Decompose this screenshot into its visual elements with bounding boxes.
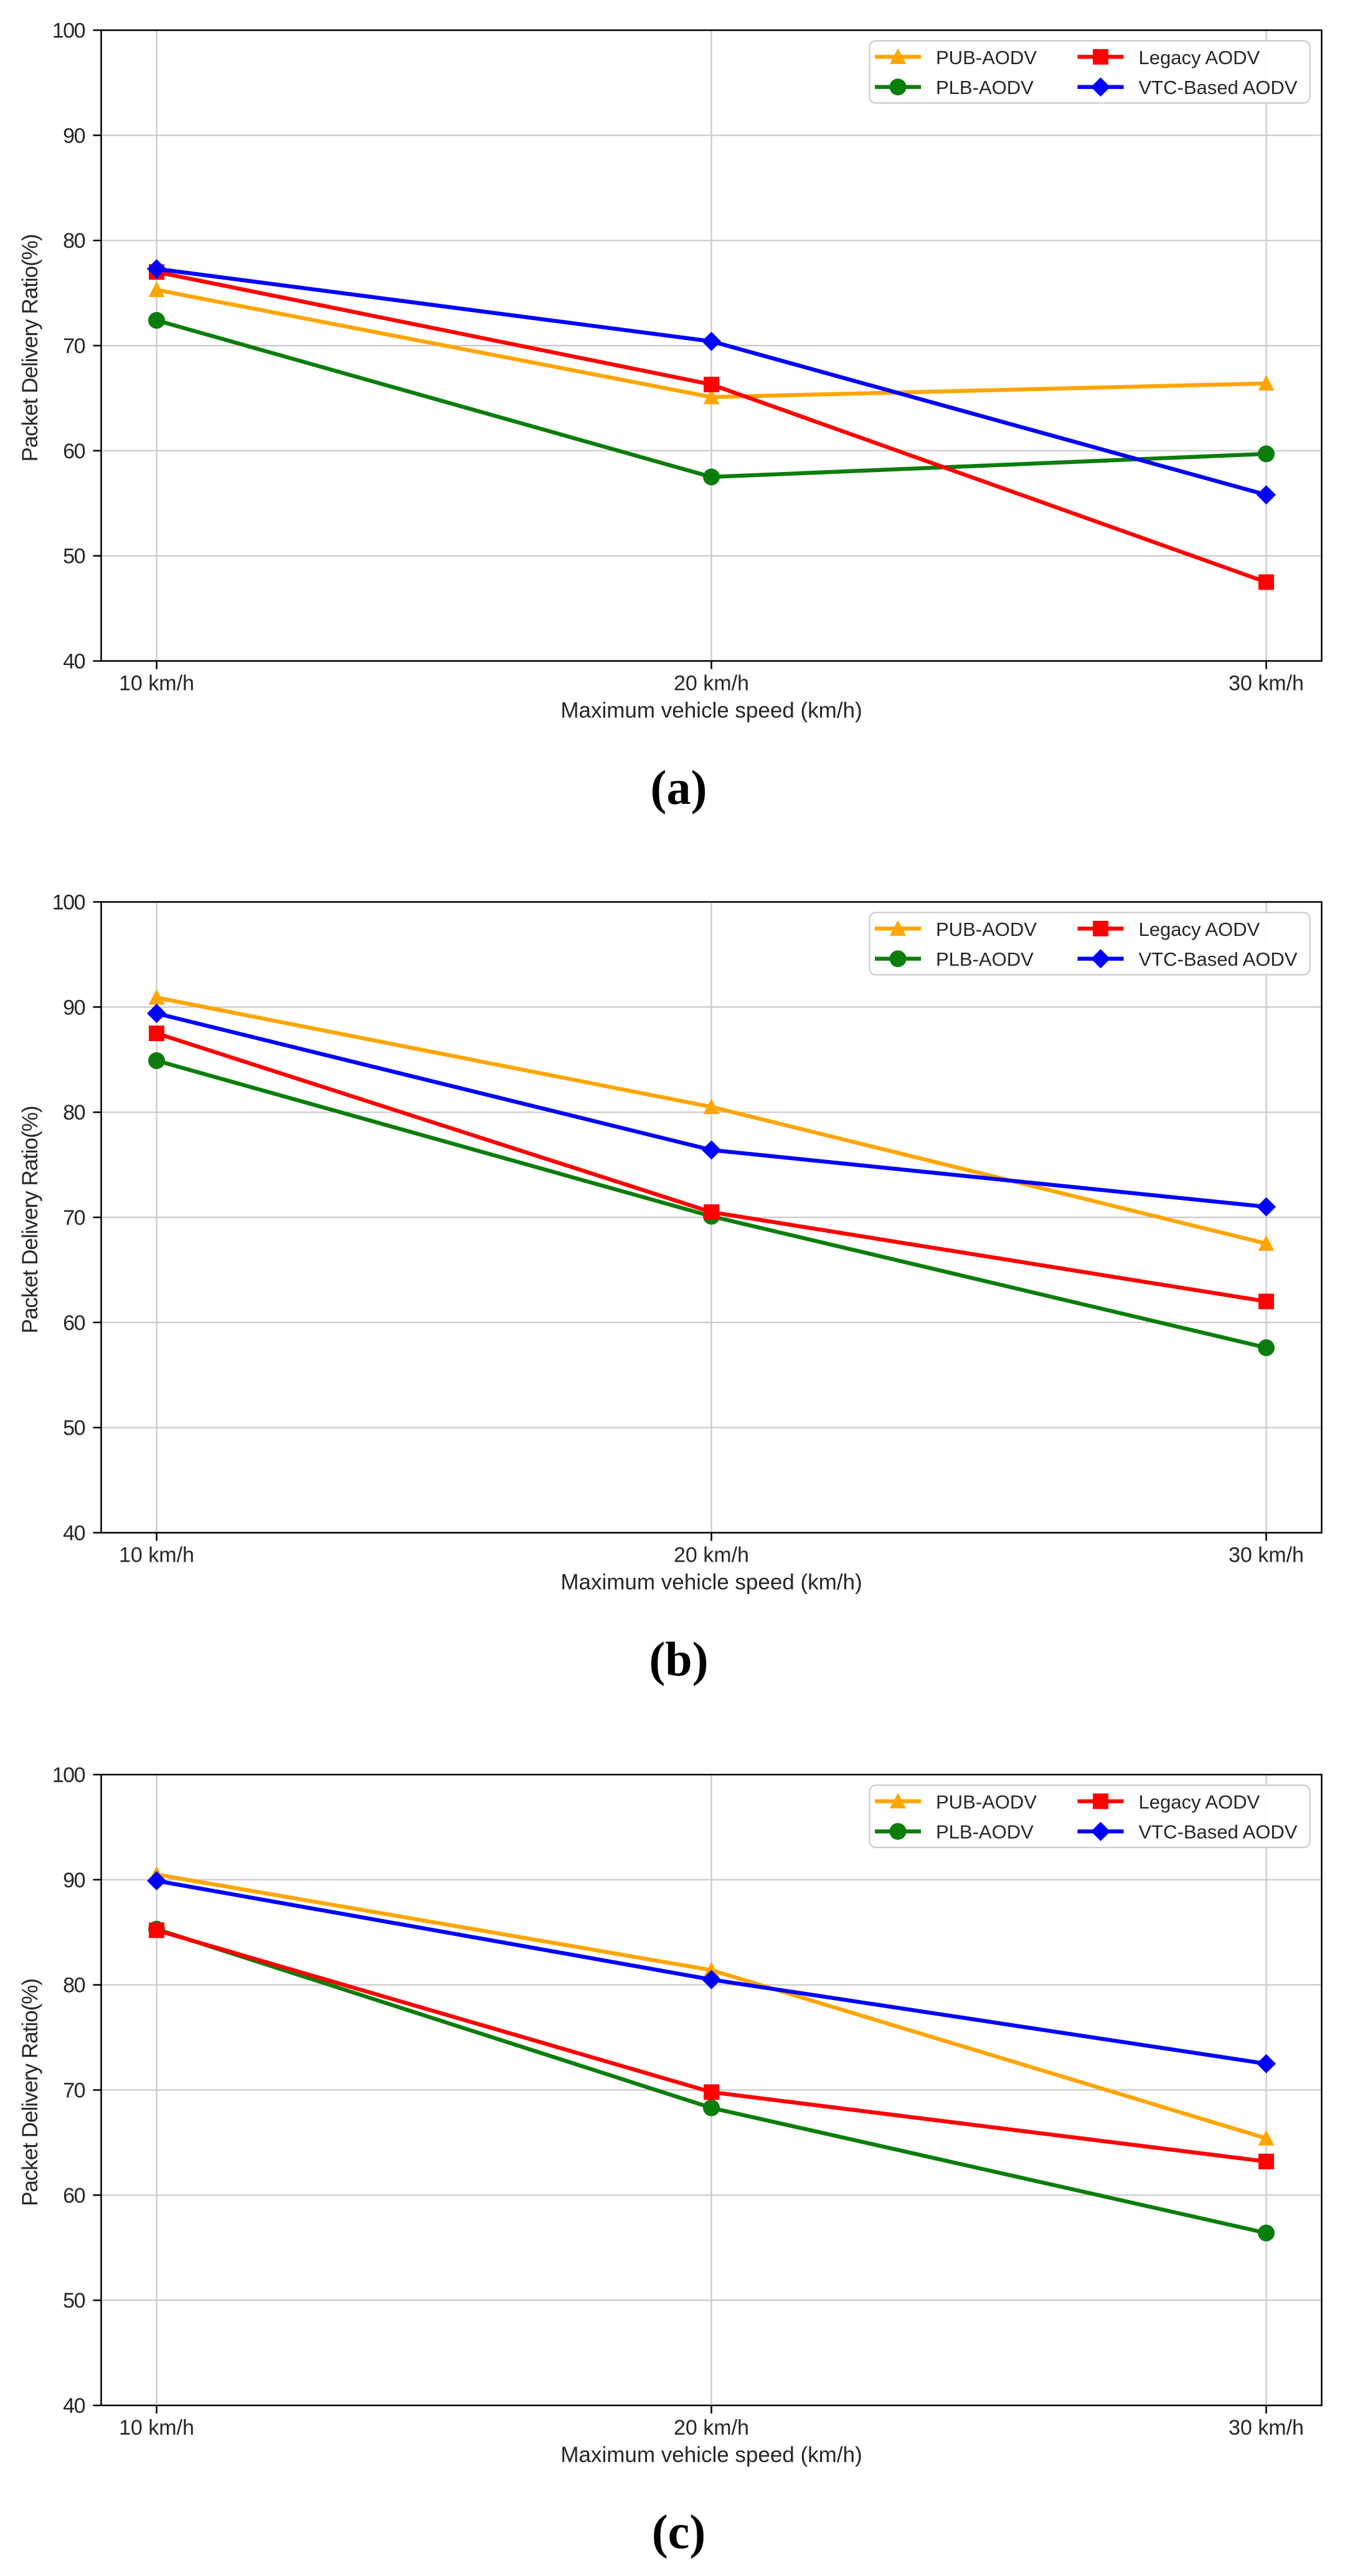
svg-text:Packet Delivery Ratio(%): Packet Delivery Ratio(%)	[18, 1979, 42, 2206]
svg-text:Maximum vehicle speed (km/h): Maximum vehicle speed (km/h)	[560, 699, 862, 723]
svg-text:(a): (a)	[651, 760, 707, 814]
svg-text:30 km/h: 30 km/h	[1229, 1544, 1304, 1567]
svg-text:20 km/h: 20 km/h	[674, 672, 749, 696]
svg-text:100: 100	[52, 1763, 85, 1787]
svg-text:(b): (b)	[649, 1632, 708, 1686]
svg-text:Legacy AODV: Legacy AODV	[1139, 918, 1260, 940]
svg-text:80: 80	[63, 229, 85, 253]
svg-text:Maximum vehicle speed (km/h): Maximum vehicle speed (km/h)	[560, 1570, 862, 1595]
svg-text:Maximum vehicle speed (km/h): Maximum vehicle speed (km/h)	[560, 2443, 862, 2467]
svg-text:40: 40	[63, 1522, 85, 1545]
svg-text:Packet Delivery Ratio(%): Packet Delivery Ratio(%)	[18, 235, 42, 462]
svg-text:100: 100	[52, 19, 85, 43]
svg-text:10 km/h: 10 km/h	[119, 672, 194, 696]
svg-text:(c): (c)	[652, 2505, 706, 2559]
svg-text:Legacy AODV: Legacy AODV	[1139, 1791, 1260, 1813]
svg-text:PLB-AODV: PLB-AODV	[936, 1821, 1034, 1843]
svg-text:VTC-Based AODV: VTC-Based AODV	[1139, 77, 1298, 98]
svg-text:90: 90	[63, 1869, 85, 1892]
svg-text:20 km/h: 20 km/h	[674, 2416, 749, 2440]
svg-text:40: 40	[63, 2394, 85, 2418]
svg-text:VTC-Based AODV: VTC-Based AODV	[1139, 948, 1298, 970]
svg-text:80: 80	[63, 1974, 85, 1998]
svg-text:PLB-AODV: PLB-AODV	[936, 948, 1034, 970]
svg-text:Legacy AODV: Legacy AODV	[1139, 47, 1260, 68]
svg-text:PUB-AODV: PUB-AODV	[936, 1791, 1037, 1813]
svg-text:90: 90	[63, 996, 85, 1019]
svg-text:30 km/h: 30 km/h	[1229, 2416, 1304, 2440]
svg-text:50: 50	[63, 545, 85, 569]
svg-text:60: 60	[63, 440, 85, 463]
svg-text:60: 60	[63, 1311, 85, 1335]
svg-text:VTC-Based AODV: VTC-Based AODV	[1139, 1821, 1298, 1843]
svg-text:90: 90	[63, 124, 85, 148]
svg-text:PUB-AODV: PUB-AODV	[936, 47, 1037, 68]
svg-text:100: 100	[52, 891, 85, 915]
svg-text:70: 70	[63, 1206, 85, 1230]
svg-text:PUB-AODV: PUB-AODV	[936, 918, 1037, 940]
svg-text:70: 70	[63, 2079, 85, 2103]
svg-text:80: 80	[63, 1101, 85, 1125]
svg-text:70: 70	[63, 334, 85, 358]
svg-text:50: 50	[63, 1417, 85, 1440]
svg-text:30 km/h: 30 km/h	[1229, 672, 1304, 696]
svg-text:20 km/h: 20 km/h	[674, 1544, 749, 1567]
svg-text:50: 50	[63, 2289, 85, 2313]
svg-text:10 km/h: 10 km/h	[119, 2416, 194, 2440]
svg-text:10 km/h: 10 km/h	[119, 1544, 194, 1567]
svg-text:60: 60	[63, 2184, 85, 2207]
svg-text:Packet Delivery Ratio(%): Packet Delivery Ratio(%)	[18, 1106, 42, 1334]
svg-text:PLB-AODV: PLB-AODV	[936, 77, 1034, 98]
svg-text:40: 40	[63, 650, 85, 674]
